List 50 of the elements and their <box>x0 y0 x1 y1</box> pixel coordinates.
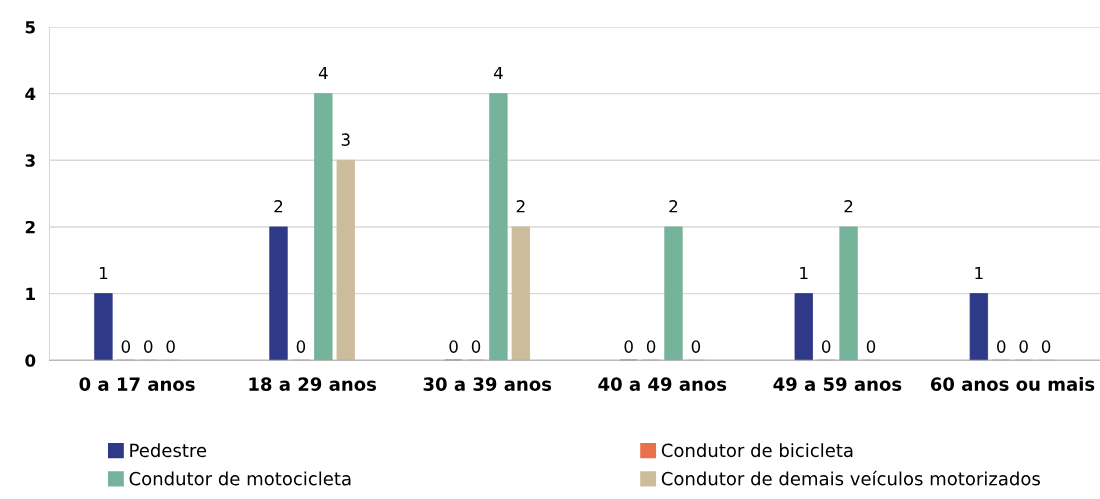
data-label: 4 <box>318 66 328 80</box>
data-label: 2 <box>844 200 853 213</box>
bar <box>511 226 530 361</box>
x-tick-label: 30 a 39 anos <box>423 377 552 391</box>
y-tick-label: 0 <box>25 354 36 367</box>
data-label: 0 <box>449 340 458 353</box>
bar <box>489 93 508 361</box>
data-label: 0 <box>296 340 306 353</box>
y-tick-label: 4 <box>25 87 36 100</box>
legend-label: Condutor de motocicleta <box>129 471 351 486</box>
data-label: 1 <box>800 266 808 280</box>
data-label: 0 <box>144 340 153 353</box>
data-label: 0 <box>866 340 876 353</box>
data-label: 0 <box>471 340 481 353</box>
bar <box>969 293 989 361</box>
y-tick-label: 1 <box>26 287 35 300</box>
data-label: 3 <box>341 133 350 146</box>
bar <box>336 159 355 361</box>
data-label: 0 <box>691 340 701 353</box>
legend-label: Condutor de demais veículos motorizados <box>661 470 1040 486</box>
bar <box>664 226 683 361</box>
data-label: 2 <box>669 200 678 213</box>
data-label: 0 <box>1019 340 1028 353</box>
data-label: 0 <box>821 340 831 353</box>
data-label: 4 <box>493 66 503 80</box>
data-label: 0 <box>121 340 131 353</box>
data-label: 2 <box>516 200 525 213</box>
bar <box>314 93 333 361</box>
x-tick-label: 49 a 59 anos <box>773 377 902 391</box>
data-label: 0 <box>624 340 633 353</box>
data-label: 0 <box>997 340 1006 353</box>
data-label: 2 <box>274 200 283 213</box>
data-label: 0 <box>166 340 175 353</box>
data-label: 1 <box>99 266 108 280</box>
y-tick-label: 3 <box>25 154 35 167</box>
bar <box>794 293 813 361</box>
bar <box>269 226 288 361</box>
bar <box>839 226 858 361</box>
y-tick-label: 5 <box>25 21 35 34</box>
data-label: 0 <box>646 340 656 353</box>
x-tick-label: 60 anos ou mais <box>930 376 1095 391</box>
legend-label: Pedestre <box>130 443 207 458</box>
data-label: 1 <box>975 266 983 280</box>
x-tick-label: 18 a 29 anos <box>249 377 377 391</box>
legend-label: Condutor de bicicleta <box>661 443 853 458</box>
x-tick-label: 0 a 17 anos <box>79 377 195 391</box>
data-label: 0 <box>1041 340 1051 353</box>
x-tick-label: 40 a 49 anos <box>598 377 727 391</box>
y-tick-label: 2 <box>25 220 35 234</box>
bar <box>94 293 113 361</box>
